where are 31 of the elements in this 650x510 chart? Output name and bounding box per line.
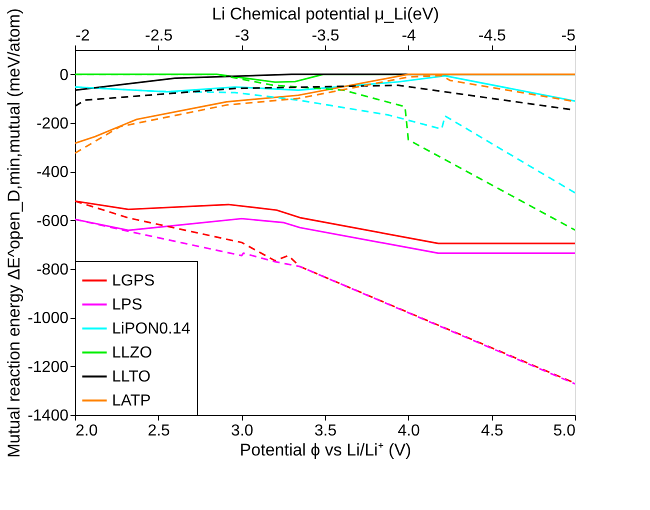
y-tick-label: -200 (36, 116, 69, 132)
x2-tick-label: -2 (76, 28, 90, 44)
x-tick-label: 3.0 (231, 422, 254, 440)
legend-label: LGPS (112, 272, 155, 290)
x-tick-label: 2.0 (76, 422, 98, 440)
y-tick-label: 0 (60, 66, 69, 84)
y-tick-label: -1400 (28, 408, 69, 424)
x-tick-label: 5.0 (553, 422, 576, 440)
y-tick-label: -800 (36, 262, 69, 278)
y-axis-title: Mutual reaction energy ΔE^open_D,min,mutual (meV/atom) (4, 8, 24, 458)
legend-label: LATP (112, 392, 151, 410)
x-tick-label: 4.5 (481, 422, 504, 440)
x2-tick-label: -3 (235, 28, 250, 44)
x-tick-label: 3.5 (314, 422, 337, 440)
x-tick-label: 4.0 (398, 422, 420, 440)
legend-label: LPS (112, 296, 142, 314)
y-tick-label: -1200 (28, 358, 69, 376)
legend-label: LiPON0.14 (112, 320, 190, 338)
x2-tick-label: -4 (402, 28, 416, 44)
y-tick-label: -600 (36, 212, 69, 230)
x2-axis-title: Li Chemical potential μ_Li(eV) (212, 4, 440, 24)
x-tick-label: 2.5 (148, 422, 170, 440)
y-tick-label: -400 (36, 164, 69, 182)
y-tick-label: -1000 (28, 310, 69, 328)
x2-tick-label: -5 (561, 28, 576, 44)
legend-label: LLZO (112, 344, 152, 362)
x2-tick-label: -4.5 (478, 28, 506, 44)
x2-tick-label: -2.5 (145, 28, 173, 44)
x2-tick-label: -3.5 (312, 28, 340, 44)
x-axis-title: Potential ϕ vs Li/Li⁺ (V) (240, 440, 412, 460)
legend-label: LLTO (112, 368, 151, 386)
